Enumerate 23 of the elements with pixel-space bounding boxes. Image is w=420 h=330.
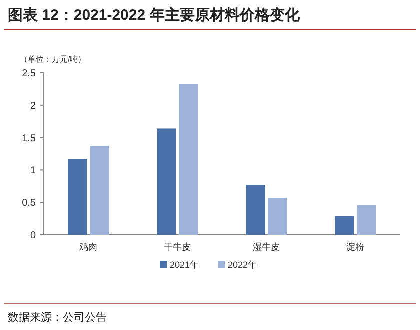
y-tick-label: 1.5: [22, 133, 36, 144]
bar: [68, 159, 87, 235]
y-tick-label: 2.5: [22, 68, 36, 80]
chart-title: 图表 12：2021-2022 年主要原材料价格变化: [8, 6, 301, 24]
bar: [357, 205, 376, 235]
y-axis-title: （单位：万元/吨）: [20, 55, 86, 64]
legend-label: 2022年: [228, 260, 258, 270]
y-tick-label: 0: [30, 230, 36, 242]
bar: [157, 128, 176, 235]
bar: [335, 216, 354, 235]
bar: [90, 146, 109, 235]
x-tick-label: 淀粉: [346, 242, 364, 252]
x-tick-label: 湿牛皮: [253, 242, 280, 252]
bar: [268, 198, 287, 235]
x-tick-label: 鸡肉: [78, 242, 98, 252]
bar: [179, 84, 198, 235]
source-note: 数据来源：公司公告: [8, 311, 107, 324]
y-tick-label: 0.5: [22, 198, 36, 210]
legend-label: 2021年: [170, 260, 200, 270]
bar: [246, 185, 265, 235]
y-tick-label: 1: [30, 166, 36, 177]
y-tick-label: 2: [30, 100, 36, 112]
x-tick-label: 干牛皮: [164, 242, 191, 252]
